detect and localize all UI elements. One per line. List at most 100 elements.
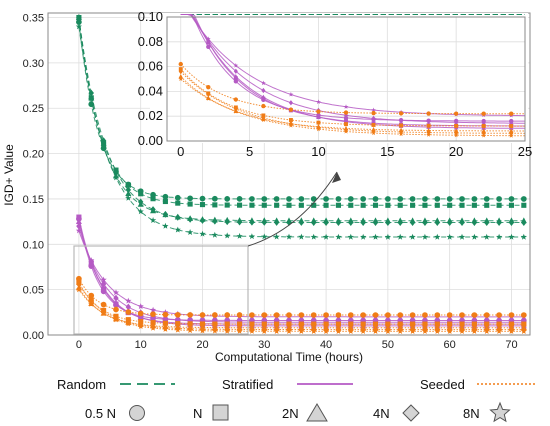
main-x-tick-label: 20 (196, 339, 208, 351)
main-point (261, 312, 268, 318)
main-point (175, 321, 181, 327)
main-point (434, 321, 440, 327)
main-point (162, 210, 169, 218)
main-point (372, 202, 379, 208)
main-point (298, 219, 305, 226)
y-axis-label: IGD+ Value (2, 144, 16, 206)
main-y-tick-label: 0.00 (23, 330, 44, 342)
inset-x-tick-label: 25 (518, 144, 532, 159)
main-point (496, 219, 502, 226)
main-point (212, 202, 218, 208)
inset-point (316, 126, 321, 132)
main-point (286, 312, 292, 318)
main-point (520, 328, 527, 334)
zoom-arrow (247, 171, 338, 247)
main-point (112, 299, 119, 306)
main-point (508, 312, 515, 318)
inset-point (481, 133, 487, 138)
inset-point (233, 79, 239, 84)
main-point (397, 321, 403, 327)
main-point (459, 219, 465, 226)
main-point (434, 202, 440, 208)
inset-point (233, 97, 239, 102)
main-point (125, 186, 132, 194)
main-point (323, 312, 329, 318)
main-point (285, 233, 293, 240)
main-point (286, 321, 292, 327)
main-point (211, 312, 218, 318)
main-point (249, 218, 255, 226)
main-y-tick-label: 0.30 (23, 58, 44, 70)
main-point (311, 321, 317, 327)
main-y-tick-label: 0.15 (23, 194, 44, 206)
main-point (212, 217, 218, 225)
main-point (187, 215, 193, 223)
main-point (311, 219, 317, 226)
inset-point (371, 130, 376, 136)
inset-point (288, 100, 293, 106)
main-point (236, 196, 243, 202)
main-point (137, 323, 144, 329)
main-point (113, 294, 119, 302)
main-point (125, 303, 132, 311)
main-point (385, 321, 391, 327)
main-point (335, 233, 342, 240)
main-point (187, 195, 193, 202)
main-point (248, 328, 256, 334)
inset-point (343, 104, 349, 109)
main-point (310, 233, 317, 240)
inset-point (344, 122, 348, 127)
main-tick-labels: 0 10 20 30 40 50 60 700.000.050.100.150.200.250… (23, 13, 518, 351)
inset-point (316, 120, 321, 125)
main-point (360, 328, 367, 334)
main-point (335, 328, 342, 334)
main-point (483, 233, 490, 240)
main-point (237, 202, 243, 208)
inset-background (150, 13, 528, 143)
main-point (125, 320, 132, 327)
main-point (471, 233, 478, 240)
main-point (471, 196, 478, 202)
main-point (298, 328, 305, 334)
main-point (224, 232, 231, 239)
main-point (410, 202, 416, 208)
main-series-line (78, 278, 524, 316)
main-point (162, 325, 169, 332)
main-point (397, 328, 404, 334)
main-point (397, 219, 403, 226)
inset-point (178, 73, 184, 79)
main-point (446, 312, 453, 318)
main-point (347, 196, 354, 202)
main-point (236, 312, 243, 318)
inset-series-line (180, 14, 525, 124)
main-point (384, 233, 391, 240)
inset-series-line (180, 14, 525, 117)
main-point (521, 202, 527, 208)
main-point (236, 232, 243, 239)
main-point (459, 312, 465, 318)
inset-point (233, 106, 238, 112)
main-point (508, 328, 515, 334)
inset-y-tick-label: 0.08 (138, 34, 163, 49)
main-point (286, 196, 292, 202)
inset-point (371, 110, 376, 116)
main-point (273, 196, 280, 202)
main-point (125, 182, 131, 188)
main-point (446, 196, 453, 202)
main-point (335, 196, 342, 202)
main-point (385, 312, 391, 318)
main-point (199, 195, 206, 202)
main-point (471, 312, 478, 318)
main-point (199, 230, 206, 237)
main-point (261, 321, 267, 327)
inset-point (233, 63, 239, 68)
main-point (100, 280, 107, 288)
main-point (323, 219, 329, 226)
inset-point (178, 76, 184, 81)
main-point (409, 219, 416, 226)
main-series (75, 14, 527, 334)
main-point (100, 301, 107, 308)
main-point (298, 196, 305, 202)
main-point (75, 218, 82, 225)
